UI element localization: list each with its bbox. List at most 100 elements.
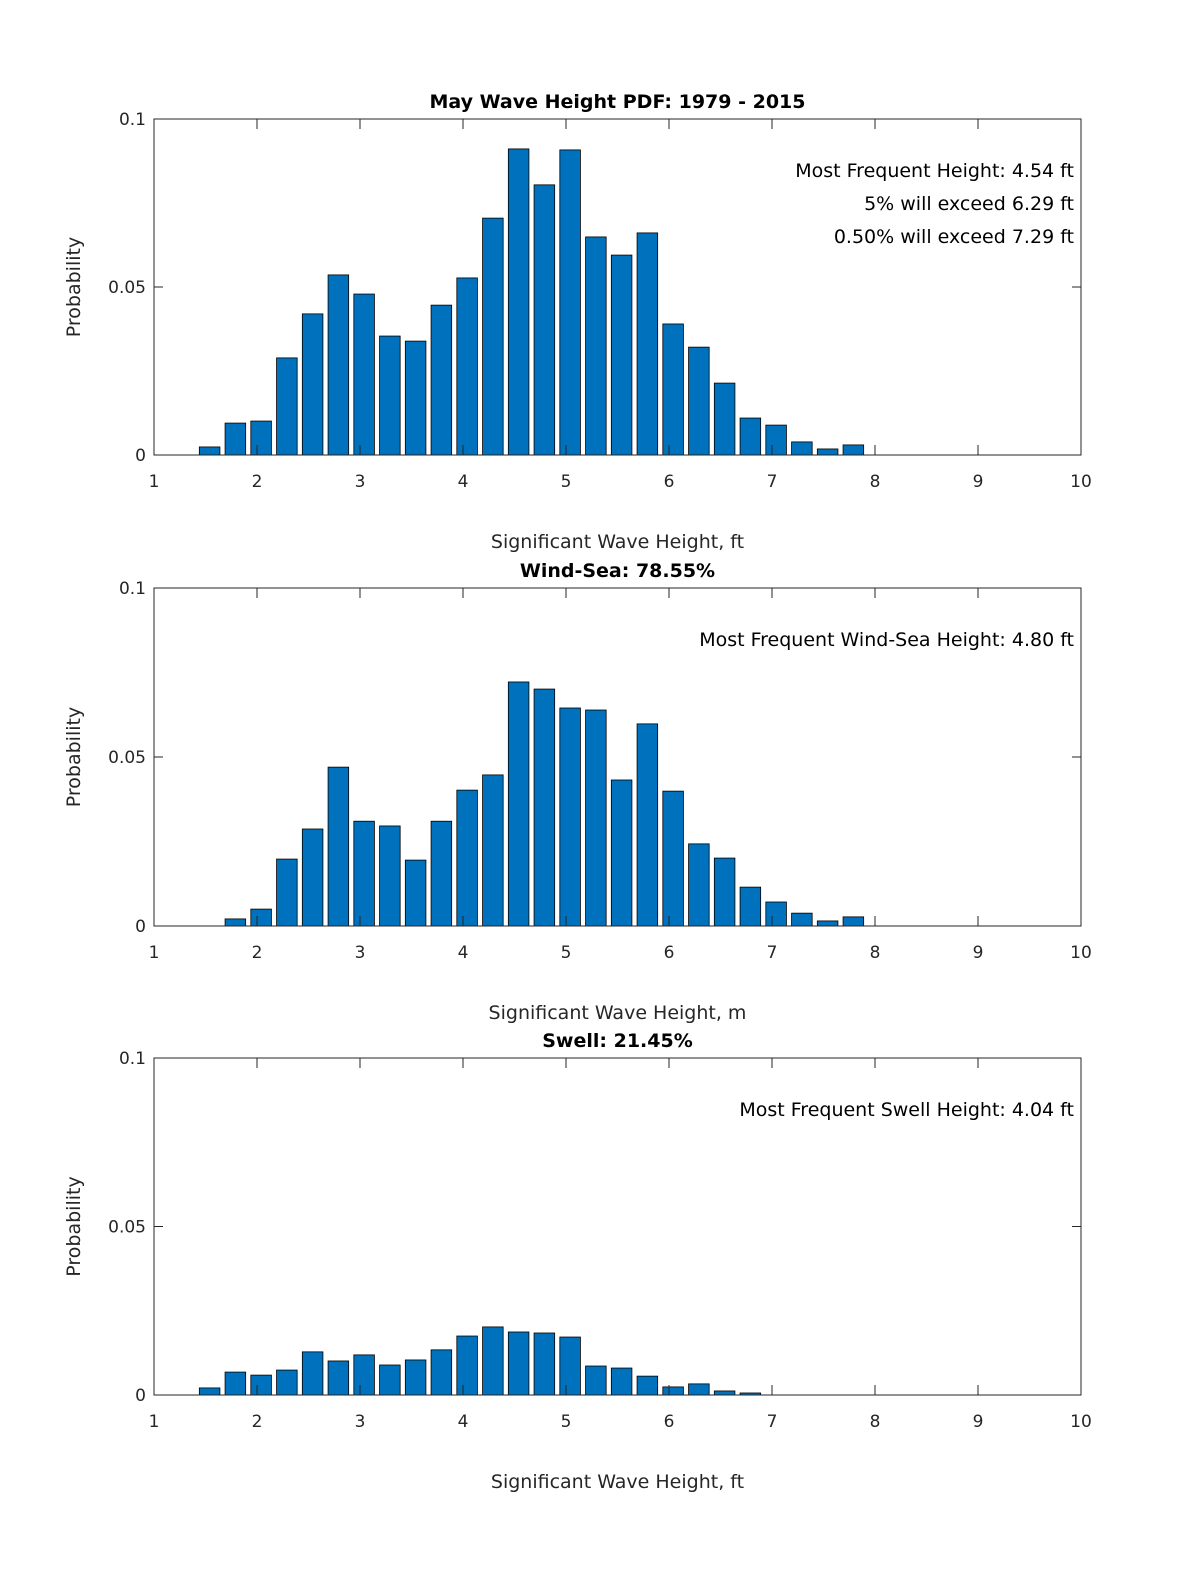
annotation: Most Frequent Wind-Sea Height: 4.80 ft (699, 629, 1074, 651)
annotation: Most Frequent Swell Height: 4.04 ft (739, 1099, 1074, 1121)
x-tick-label: 8 (870, 1412, 881, 1432)
bar (456, 789, 478, 927)
bar (456, 277, 478, 456)
bar (585, 236, 607, 456)
x-tick-label: 1 (149, 943, 160, 963)
bar (507, 1331, 530, 1396)
bar (739, 886, 762, 927)
y-tick-label: 0.1 (119, 1049, 146, 1069)
bar (404, 340, 427, 456)
x-tick-label: 2 (252, 1412, 263, 1432)
x-tick-label: 6 (664, 472, 675, 492)
y-tick-label: 0 (135, 1386, 146, 1406)
x-tick-label: 7 (767, 943, 778, 963)
x-tick-label: 2 (252, 472, 263, 492)
x-axis-label: Significant Wave Height, m (489, 1002, 747, 1024)
x-tick-label: 7 (767, 1412, 778, 1432)
bar (585, 709, 607, 927)
bar (198, 446, 221, 456)
x-tick-label: 9 (973, 1412, 984, 1432)
x-tick-label: 4 (458, 1412, 469, 1432)
bar (301, 313, 324, 456)
x-axis-label: Significant Wave Height, ft (491, 1471, 744, 1493)
bar (379, 1364, 401, 1396)
annotation: 5% will exceed 6.29 ft (864, 193, 1074, 215)
chart-panel-3: 1 2 3 4 5 6 7 8 9 10 0 0.05 0.1 Swell: 21.45% Signific… (63, 1030, 1092, 1493)
chart-title: Wind-Sea: 78.55% (520, 560, 715, 582)
bar (379, 335, 401, 456)
x-tick-label: 8 (870, 472, 881, 492)
bar (276, 858, 298, 927)
x-tick-label: 9 (973, 943, 984, 963)
bar (430, 1349, 453, 1396)
bar (559, 707, 581, 927)
annotation: Most Frequent Height: 4.54 ft (795, 160, 1074, 182)
bar (610, 1367, 633, 1396)
bar (791, 912, 813, 927)
y-tick-label: 0.1 (119, 579, 146, 599)
bar (276, 357, 298, 456)
bar (404, 859, 427, 927)
x-tick-label: 5 (561, 1412, 572, 1432)
bar (585, 1365, 607, 1396)
x-tick-label: 4 (458, 472, 469, 492)
x-axis-label: Significant Wave Height, ft (491, 531, 744, 553)
bar (765, 424, 787, 456)
bar (276, 1369, 298, 1396)
x-tick-label: 1 (149, 472, 160, 492)
chart-panel-2: 1 2 3 4 5 6 7 8 9 10 0 0.05 0.1 Wind-Sea: 78.55% Signi… (63, 560, 1092, 1024)
x-tick-label: 5 (561, 472, 572, 492)
bar (610, 779, 633, 927)
bar (353, 293, 375, 456)
bar (559, 1336, 581, 1396)
x-tick-label: 9 (973, 472, 984, 492)
bar (327, 766, 350, 927)
x-tick-label: 7 (767, 472, 778, 492)
bar (379, 825, 401, 927)
bar (327, 1360, 350, 1396)
y-tick-label: 0.05 (108, 748, 146, 768)
bar (224, 422, 247, 456)
bar (224, 1371, 247, 1396)
x-tick-label: 3 (355, 1412, 366, 1432)
bar (250, 908, 272, 927)
y-tick-label: 0 (135, 446, 146, 466)
y-tick-label: 0 (135, 917, 146, 937)
bar (636, 1375, 659, 1396)
x-tick-label: 10 (1070, 1412, 1092, 1432)
bar (688, 1383, 710, 1396)
chart-panel-1: 1 2 3 4 5 6 7 8 9 10 0 0.05 0.1 May Wave Height PDF: … (63, 91, 1092, 553)
bar (482, 774, 504, 927)
bar (842, 444, 865, 456)
bar (713, 382, 736, 456)
bar (713, 857, 736, 927)
y-tick-label: 0.05 (108, 1218, 146, 1238)
bar (533, 1332, 556, 1396)
bar (353, 820, 375, 927)
bar (301, 828, 324, 927)
bar (636, 232, 659, 456)
y-tick-label: 0.1 (119, 110, 146, 130)
x-tick-label: 5 (561, 943, 572, 963)
y-axis-label: Probability (63, 1176, 85, 1276)
bar (482, 1326, 504, 1396)
bar (404, 1359, 427, 1396)
bar (430, 304, 453, 456)
bar (688, 346, 710, 456)
x-tick-label: 8 (870, 943, 881, 963)
y-axis-label: Probability (63, 237, 85, 337)
y-tick-label: 0.05 (108, 278, 146, 298)
bar (327, 274, 350, 456)
bar (456, 1335, 478, 1396)
bar (507, 681, 530, 927)
bar (198, 1387, 221, 1396)
bar (533, 184, 556, 456)
bar (353, 1354, 375, 1396)
bar (713, 1390, 736, 1396)
bar (250, 420, 272, 456)
bar (688, 843, 710, 927)
bar (662, 323, 684, 456)
bar (533, 688, 556, 927)
bar (224, 918, 247, 927)
